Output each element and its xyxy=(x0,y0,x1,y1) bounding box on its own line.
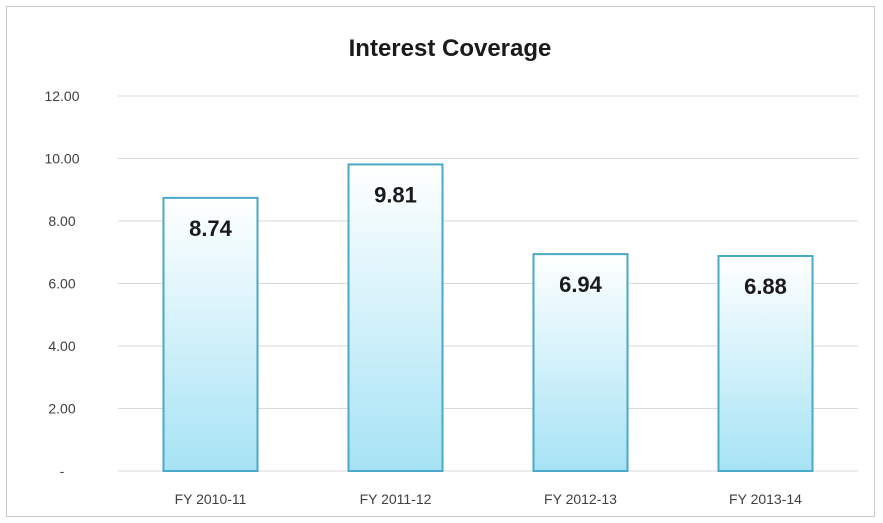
y-tick-label: 2.00 xyxy=(48,401,75,417)
bar xyxy=(162,196,259,472)
x-tick-label: FY 2010-11 xyxy=(175,491,247,507)
y-tick-label: 10.00 xyxy=(44,151,79,167)
data-label: 8.74 xyxy=(189,216,233,241)
bar xyxy=(717,255,814,472)
y-tick-label: 6.00 xyxy=(48,276,75,292)
y-tick-label: 8.00 xyxy=(48,213,75,229)
x-tick-label: FY 2012-13 xyxy=(544,491,617,507)
bar xyxy=(347,163,444,472)
x-tick-label: FY 2013-14 xyxy=(729,491,802,507)
chart-title: Interest Coverage xyxy=(349,35,552,62)
bar xyxy=(532,253,629,472)
y-tick-label: - xyxy=(60,463,65,479)
y-tick-label: 12.00 xyxy=(44,88,79,104)
x-axis: FY 2010-11 FY 2011-12 FY 2012-13 FY 2013-14 xyxy=(175,491,803,507)
y-axis: - 2.00 4.00 6.00 8.00 10.00 12.00 xyxy=(44,88,79,479)
bars xyxy=(162,163,814,472)
data-label: 9.81 xyxy=(374,182,417,207)
y-tick-label: 4.00 xyxy=(48,338,75,354)
data-label: 6.88 xyxy=(744,274,787,299)
data-label: 6.94 xyxy=(559,272,603,297)
data-labels: 8.74 9.81 6.94 6.88 xyxy=(189,182,787,299)
x-tick-label: FY 2011-12 xyxy=(360,491,432,507)
